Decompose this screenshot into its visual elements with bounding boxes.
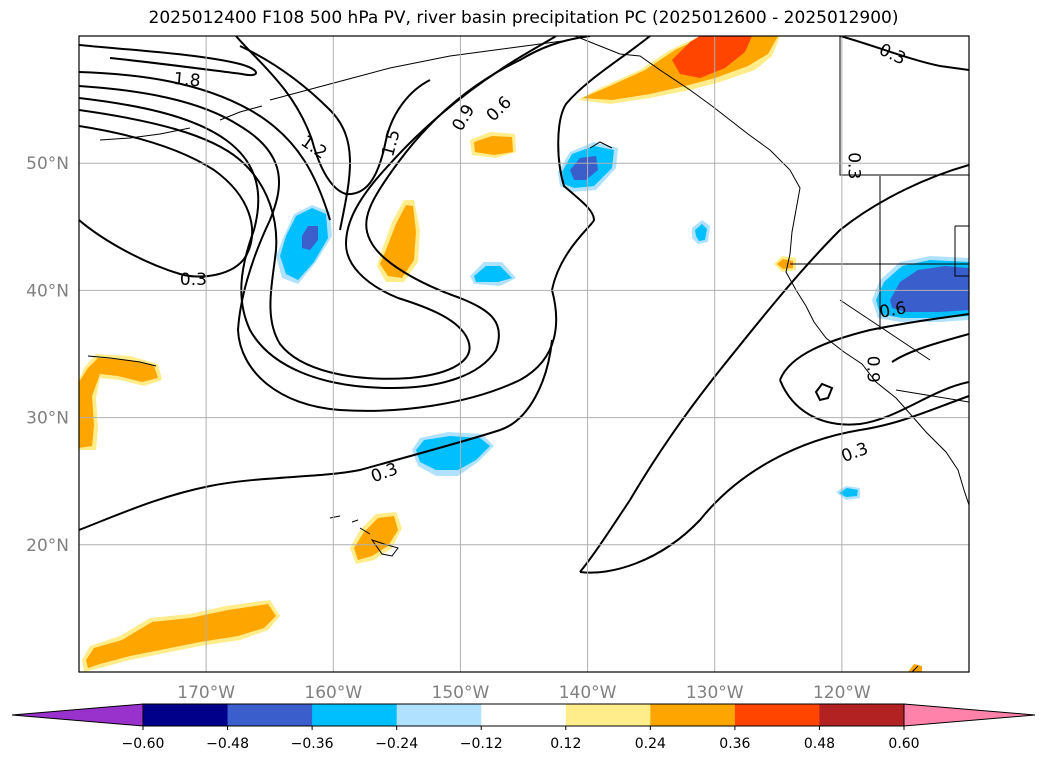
x-tick-label: 140°W	[559, 683, 617, 703]
contour-label: 0.3	[844, 152, 864, 179]
colorbar-tick-label: 0.24	[635, 736, 666, 752]
colorbar-segment	[143, 704, 229, 726]
contour-label: 0.3	[876, 40, 909, 70]
colorbar-extend-high	[903, 703, 1036, 727]
axis-ticks: 170°W 160°W 150°W 140°W 130°W 120°W 20°N 30°N 40…	[26, 154, 871, 703]
colorbar-segment	[650, 704, 736, 726]
contour-label-text: 0.3	[180, 270, 207, 290]
y-tick-label: 20°N	[26, 536, 69, 556]
colorbar-segment	[734, 704, 820, 726]
colorbar-tick-label: −0.36	[291, 736, 334, 752]
x-tick-label: 160°W	[304, 683, 362, 703]
colorbar-segment	[819, 704, 905, 726]
precip-pc-shading	[79, 36, 969, 672]
colorbar-tick-label: −0.24	[375, 736, 418, 752]
colorbar-frame	[142, 703, 905, 727]
contour-label: 0.3	[368, 459, 400, 487]
contour-label-text: 0.6	[878, 298, 908, 322]
colorbar-segment	[481, 704, 567, 726]
coastlines	[87, 36, 969, 672]
graticule	[79, 36, 969, 672]
contour-label-text: 0.9	[448, 101, 479, 134]
contour-label: 0.6	[878, 298, 908, 322]
colorbar-tick-label: 0.48	[804, 736, 835, 752]
contour-label: 0.3	[180, 270, 207, 290]
chart-title: 2025012400 F108 500 hPa PV, river basin …	[148, 8, 899, 28]
contour-label-text: 0.9	[863, 356, 883, 383]
colorbar-segment	[227, 704, 313, 726]
colorbar-tick-label: −0.12	[460, 736, 503, 752]
contour-label: 1.2	[297, 132, 331, 164]
contour-label: 0.6	[483, 93, 516, 126]
map-frame	[78, 35, 970, 673]
x-tick-label: 150°W	[432, 683, 490, 703]
x-tick-label: 120°W	[813, 683, 871, 703]
colorbar-segment	[396, 704, 482, 726]
pv-contours	[79, 36, 969, 574]
x-tick-label: 170°W	[177, 683, 235, 703]
contour-label-text: 0.3	[844, 152, 864, 179]
y-tick-label: 40°N	[26, 281, 69, 301]
colorbar-tick-label: −0.48	[206, 736, 249, 752]
x-tick-label: 130°W	[686, 683, 744, 703]
contour-label: 1.5	[378, 127, 404, 158]
colorbar-tick-label: 0.36	[719, 736, 750, 752]
colorbar: −0.60 −0.48 −0.36 −0.24 −0.12 0.12 0.24 0.36 0.4…	[11, 703, 1036, 752]
y-tick-label: 30°N	[26, 409, 69, 429]
colorbar-tick-label: 0.60	[888, 736, 919, 752]
y-tick-label: 50°N	[26, 154, 69, 174]
colorbar-tick-label: −0.60	[122, 736, 165, 752]
contour-label-text: 1.8	[173, 69, 202, 91]
colorbar-extend-low	[11, 703, 144, 727]
colorbar-tick-label: 0.12	[550, 736, 581, 752]
contour-label: 1.8	[173, 69, 202, 91]
contour-label-text: 0.6	[483, 93, 516, 126]
colorbar-segment	[312, 704, 398, 726]
colorbar-segment	[565, 704, 651, 726]
contour-label: 0.9	[863, 356, 883, 383]
